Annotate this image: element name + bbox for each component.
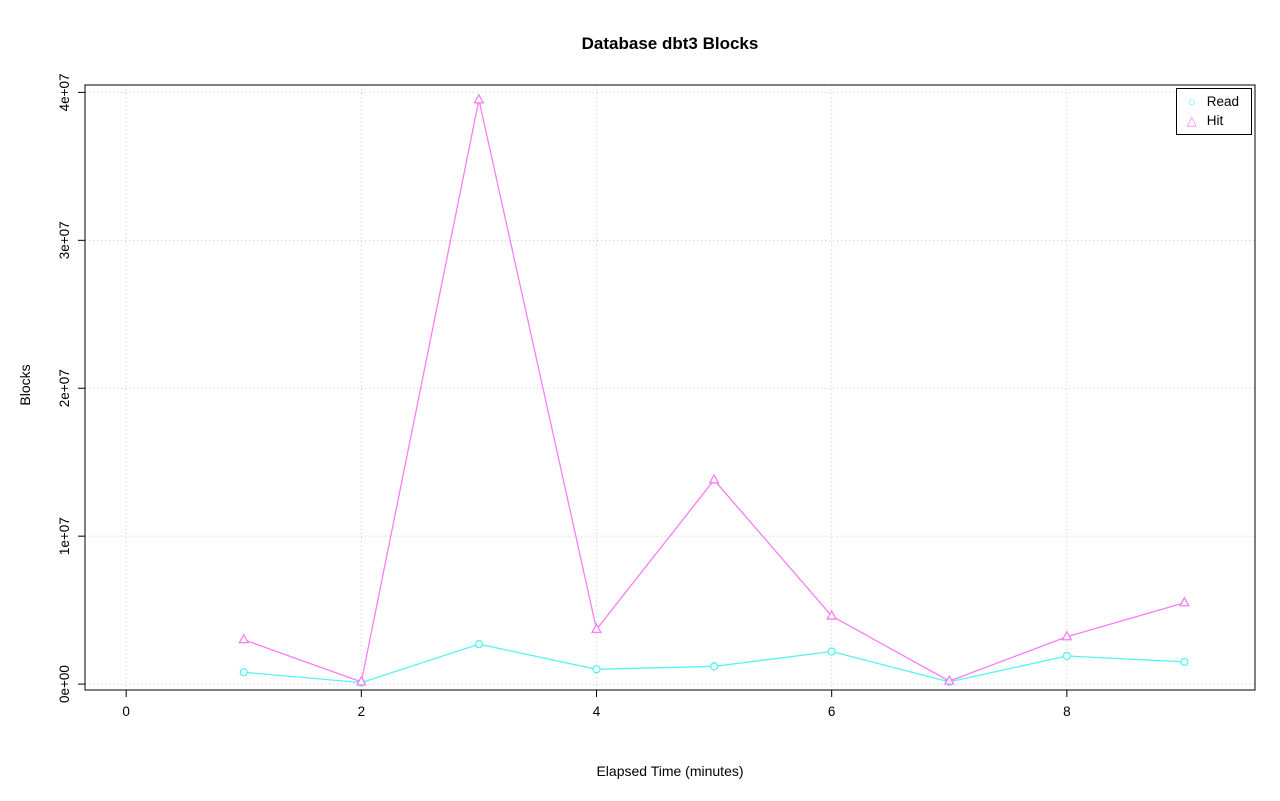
data-point-hit	[943, 674, 955, 685]
legend-entry-hit: △ Hit	[1185, 112, 1239, 130]
data-point-read	[827, 647, 836, 656]
data-point-hit	[238, 633, 250, 644]
y-tick-label: 1e+07	[57, 517, 72, 555]
x-tick-label: 8	[1063, 704, 1071, 719]
y-tick-label: 2e+07	[57, 369, 72, 407]
series-line-hit	[243, 99, 1185, 683]
data-point-hit	[591, 622, 602, 634]
hit-marker-icon: △	[1186, 113, 1197, 128]
data-point-read	[1180, 657, 1189, 667]
data-point-hit	[1061, 630, 1073, 641]
legend-label: Read	[1206, 94, 1239, 109]
data-point-hit	[826, 609, 838, 620]
legend: ○ Read △ Hit	[1175, 88, 1252, 135]
y-tick-label: 0e+00	[57, 665, 72, 703]
y-tick-label: 3e+07	[57, 221, 72, 259]
x-tick-label: 4	[593, 704, 601, 719]
chart-title: Database dbt3 Blocks	[581, 34, 759, 53]
data-point-read	[474, 639, 484, 649]
data-point-hit	[473, 93, 485, 104]
data-point-read	[592, 665, 601, 674]
legend-entry-read: ○ Read	[1185, 93, 1239, 111]
x-axis-title: Elapsed Time (minutes)	[596, 763, 744, 779]
data-point-read	[239, 668, 248, 677]
x-tick-label: 2	[358, 704, 366, 719]
plot-box	[84, 84, 1256, 691]
legend-label: Hit	[1206, 113, 1224, 128]
y-tick-label: 4e+07	[57, 73, 72, 111]
x-tick-label: 6	[828, 704, 836, 719]
data-point-hit	[1179, 596, 1190, 607]
data-point-read	[709, 662, 719, 671]
data-point-hit	[355, 675, 367, 686]
read-marker-icon: ○	[1187, 94, 1196, 109]
data-point-hit	[708, 473, 720, 484]
x-tick-label: 0	[122, 704, 130, 719]
data-point-read	[1062, 651, 1072, 661]
